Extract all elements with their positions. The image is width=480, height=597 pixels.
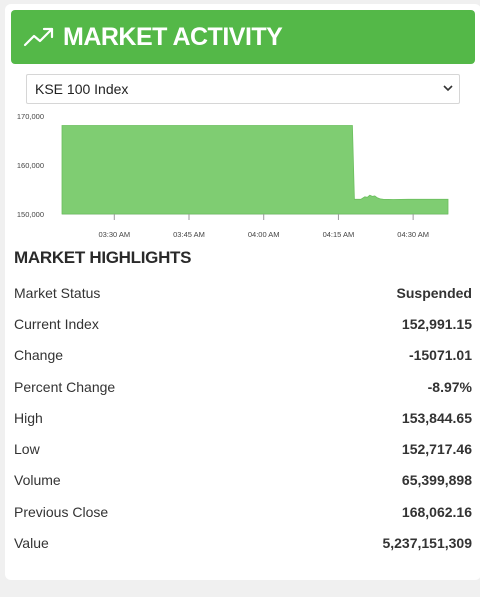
highlight-label: Volume: [14, 472, 61, 489]
highlight-label: Low: [14, 441, 40, 458]
highlight-row-market-status: Market Status Suspended: [14, 277, 472, 308]
index-select[interactable]: KSE 100 Index: [26, 74, 460, 104]
x-tick-label: 04:15 AM: [323, 230, 355, 239]
y-tick-label: 160,000: [17, 161, 44, 170]
highlight-value: Suspended: [396, 284, 472, 301]
highlight-row-volume: Volume 65,399,898: [14, 465, 472, 496]
highlight-label: Current Index: [14, 315, 99, 332]
highlight-row-value: Value 5,237,151,309: [14, 527, 472, 558]
chevron-down-icon: [443, 85, 453, 92]
x-tick-label: 03:45 AM: [173, 230, 205, 239]
highlight-row-low: Low 152,717.46: [14, 433, 472, 464]
y-tick-label: 170,000: [17, 112, 44, 121]
highlight-value: 65,399,898: [401, 472, 472, 489]
highlight-label: Percent Change: [14, 378, 116, 395]
market-highlights-table: Market Status Suspended Current Index 15…: [14, 277, 472, 559]
x-tick-label: 04:30 AM: [397, 230, 429, 239]
highlight-row-percent-change: Percent Change -8.97%: [14, 371, 472, 402]
index-area-chart: 170,000 160,000 150,000 03:30 AM 03:45 AM 04:…: [17, 112, 449, 239]
highlight-row-current-index: Current Index 152,991.15: [14, 308, 472, 339]
highlight-value: 152,991.15: [401, 315, 472, 332]
market-highlights-title: MARKET HIGHLIGHTS: [14, 248, 192, 267]
page-title: MARKET ACTIVITY: [63, 22, 283, 51]
highlight-value: 153,844.65: [401, 409, 472, 426]
x-tick-label: 03:30 AM: [98, 230, 130, 239]
highlight-row-high: High 153,844.65: [14, 402, 472, 433]
highlight-row-previous-close: Previous Close 168,062.16: [14, 496, 472, 527]
x-tick-label: 04:00 AM: [248, 230, 280, 239]
highlight-label: Change: [14, 347, 64, 364]
highlight-label: Previous Close: [14, 503, 109, 520]
highlight-value: 168,062.16: [401, 503, 472, 520]
highlight-row-change: Change -15071.01: [14, 340, 472, 371]
highlight-value: 152,717.46: [401, 441, 472, 458]
index-select-value: KSE 100 Index: [35, 81, 129, 97]
index-area-series: [61, 125, 449, 215]
y-tick-label: 150,000: [17, 210, 44, 219]
trending-up-icon: [23, 27, 54, 47]
highlight-label: High: [14, 409, 43, 426]
highlight-value: 5,237,151,309: [382, 535, 472, 552]
market-activity-header: MARKET ACTIVITY: [11, 10, 475, 64]
highlight-label: Market Status: [14, 284, 101, 301]
highlight-label: Value: [14, 535, 49, 552]
highlight-value: -15071.01: [408, 347, 472, 364]
highlight-value: -8.97%: [427, 378, 472, 395]
